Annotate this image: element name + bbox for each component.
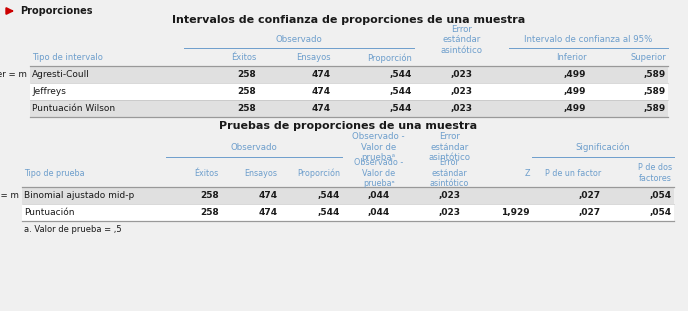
Text: ,054: ,054 [650, 191, 672, 200]
Text: 258: 258 [200, 208, 219, 217]
Text: ,544: ,544 [389, 70, 411, 79]
Text: Error
estándar
asintótico: Error estándar asintótico [428, 132, 471, 162]
Text: gender = m: gender = m [0, 191, 19, 200]
Text: Tipo de intervalo: Tipo de intervalo [32, 53, 103, 63]
Text: 474: 474 [311, 70, 330, 79]
Text: ,499: ,499 [564, 70, 586, 79]
Text: ,054: ,054 [650, 208, 672, 217]
Text: 258: 258 [237, 87, 256, 96]
Text: ,589: ,589 [644, 70, 666, 79]
Text: Intervalo de confianza al 95%: Intervalo de confianza al 95% [524, 35, 652, 44]
Text: Jeffreys: Jeffreys [32, 87, 66, 96]
Bar [30, 66, 668, 83]
Text: ,044: ,044 [367, 208, 390, 217]
Text: 474: 474 [311, 104, 330, 113]
Text: Agresti-Coull: Agresti-Coull [32, 70, 90, 79]
Text: Éxitos: Éxitos [230, 53, 256, 63]
Bar [30, 83, 668, 100]
Text: Significación: Significación [576, 142, 630, 152]
Text: Tipo de prueba: Tipo de prueba [24, 169, 85, 178]
Text: Inferior: Inferior [556, 53, 586, 63]
Text: Proporciones: Proporciones [20, 6, 92, 16]
Text: ,023: ,023 [438, 191, 460, 200]
Text: gender = m: gender = m [0, 70, 27, 79]
Text: 258: 258 [237, 70, 256, 79]
Bar [22, 187, 674, 204]
Text: Puntuación: Puntuación [24, 208, 74, 217]
Text: ,023: ,023 [438, 208, 460, 217]
Text: Observado -
Valor de
pruebaᵃ: Observado - Valor de pruebaᵃ [352, 132, 405, 162]
Text: 474: 474 [311, 87, 330, 96]
Text: ,589: ,589 [644, 87, 666, 96]
Text: P de dos
factores: P de dos factores [638, 163, 672, 183]
Bar [22, 204, 674, 221]
Text: Proporción: Proporción [367, 53, 411, 63]
Text: ,023: ,023 [450, 87, 472, 96]
Text: ,027: ,027 [579, 208, 601, 217]
Bar [30, 100, 668, 117]
Text: 1,929: 1,929 [502, 208, 530, 217]
Text: Superior: Superior [630, 53, 666, 63]
Text: 258: 258 [200, 191, 219, 200]
Text: ,499: ,499 [564, 87, 586, 96]
Text: Observado: Observado [230, 142, 277, 151]
Text: P de un factor: P de un factor [545, 169, 601, 178]
Text: Proporción: Proporción [297, 168, 341, 178]
Text: Ensayos: Ensayos [244, 169, 277, 178]
Text: ,544: ,544 [389, 104, 411, 113]
Text: ,544: ,544 [318, 191, 341, 200]
Text: Z: Z [524, 169, 530, 178]
Text: 258: 258 [237, 104, 256, 113]
Text: Error
estándar
asintótico: Error estándar asintótico [429, 158, 469, 188]
Text: ,044: ,044 [367, 191, 390, 200]
Text: Observado: Observado [275, 35, 322, 44]
Text: Intervalos de confianza de proporciones de una muestra: Intervalos de confianza de proporciones … [173, 15, 526, 25]
Text: Error
estándar
asintótico: Error estándar asintótico [440, 25, 482, 55]
Text: ,023: ,023 [450, 70, 472, 79]
Text: ,544: ,544 [389, 87, 411, 96]
Text: Éxitos: Éxitos [194, 169, 219, 178]
Text: ,023: ,023 [450, 104, 472, 113]
Text: a. Valor de prueba = ,5: a. Valor de prueba = ,5 [24, 225, 122, 234]
Text: Pruebas de proporciones de una muestra: Pruebas de proporciones de una muestra [219, 121, 477, 131]
Text: Ensayos: Ensayos [296, 53, 330, 63]
Text: Puntuación Wilson: Puntuación Wilson [32, 104, 115, 113]
Text: Observado -
Valor de
pruebaᵃ: Observado - Valor de pruebaᵃ [354, 158, 403, 188]
Text: 474: 474 [258, 191, 277, 200]
Text: Binomial ajustado mid-p: Binomial ajustado mid-p [24, 191, 134, 200]
Text: ,027: ,027 [579, 191, 601, 200]
Text: ,589: ,589 [644, 104, 666, 113]
Text: ,499: ,499 [564, 104, 586, 113]
Text: 474: 474 [258, 208, 277, 217]
Text: ,544: ,544 [318, 208, 341, 217]
